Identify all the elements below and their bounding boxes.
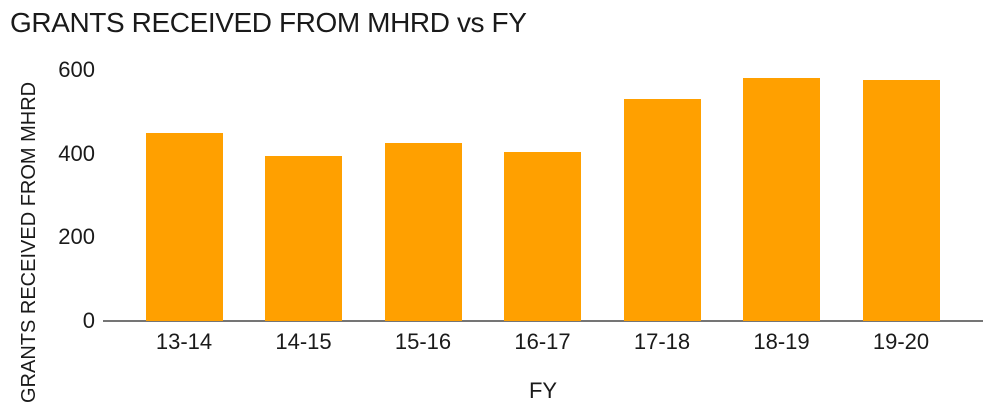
x-tick-label-19-20: 19-20 (872, 329, 930, 354)
y-tick-label-600: 600 (58, 57, 95, 82)
x-tick-label-15-16: 15-16 (394, 329, 452, 354)
bar-16-17 (504, 151, 581, 321)
bar-15-16 (384, 143, 462, 321)
bar-18-19 (743, 78, 820, 321)
x-tick-label-18-19: 18-19 (753, 329, 810, 354)
bar-19-20 (862, 80, 940, 321)
y-tick-label-0: 0 (82, 308, 95, 333)
x-tick-label-14-15: 14-15 (275, 329, 332, 354)
plot-area (103, 70, 983, 322)
chart-title: GRANTS RECEIVED FROM MHRD vs FY (10, 7, 527, 38)
bar-13-14 (145, 132, 223, 321)
bar-17-18 (623, 99, 701, 321)
x-axis-line (103, 320, 983, 322)
y-tick-label-400: 400 (58, 140, 95, 166)
x-tick-label-16-17: 16-17 (514, 329, 571, 354)
y-tick-label-200: 200 (58, 224, 95, 250)
x-axis-tick-labels: 13-14 14-15 15-16 16-17 17-18 18-19 19-20 (103, 329, 983, 355)
x-axis-title: FY (528, 378, 558, 403)
x-tick-label-17-18: 17-18 (633, 329, 691, 354)
x-tick-label-13-14: 13-14 (155, 329, 213, 354)
bar-14-15 (265, 155, 342, 321)
bars-container (103, 70, 983, 321)
